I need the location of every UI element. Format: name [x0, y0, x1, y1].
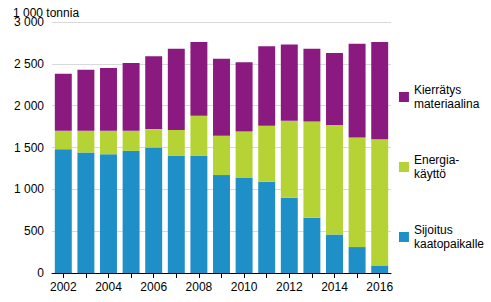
svg-text:3 000: 3 000: [14, 15, 44, 29]
svg-text:Kierrätys: Kierrätys: [414, 83, 461, 97]
svg-text:kaatopaikalle: kaatopaikalle: [414, 237, 484, 251]
svg-text:2016: 2016: [366, 280, 393, 294]
svg-text:1 000 tonnia: 1 000 tonnia: [13, 6, 79, 20]
svg-text:2010: 2010: [231, 280, 258, 294]
svg-text:Sijoitus: Sijoitus: [414, 223, 453, 237]
svg-text:2012: 2012: [276, 280, 303, 294]
svg-text:materiaalina: materiaalina: [414, 97, 480, 111]
svg-text:1 000: 1 000: [14, 182, 44, 196]
svg-text:2004: 2004: [95, 280, 122, 294]
svg-text:2008: 2008: [186, 280, 213, 294]
svg-text:2002: 2002: [50, 280, 77, 294]
svg-text:2014: 2014: [321, 280, 348, 294]
svg-text:2006: 2006: [140, 280, 167, 294]
svg-text:1 500: 1 500: [14, 141, 44, 155]
svg-text:Energia-: Energia-: [414, 153, 459, 167]
svg-text:2 500: 2 500: [14, 57, 44, 71]
svg-text:2 000: 2 000: [14, 99, 44, 113]
svg-text:0: 0: [37, 266, 44, 280]
svg-text:500: 500: [24, 224, 44, 238]
svg-text:käyttö: käyttö: [414, 167, 446, 181]
